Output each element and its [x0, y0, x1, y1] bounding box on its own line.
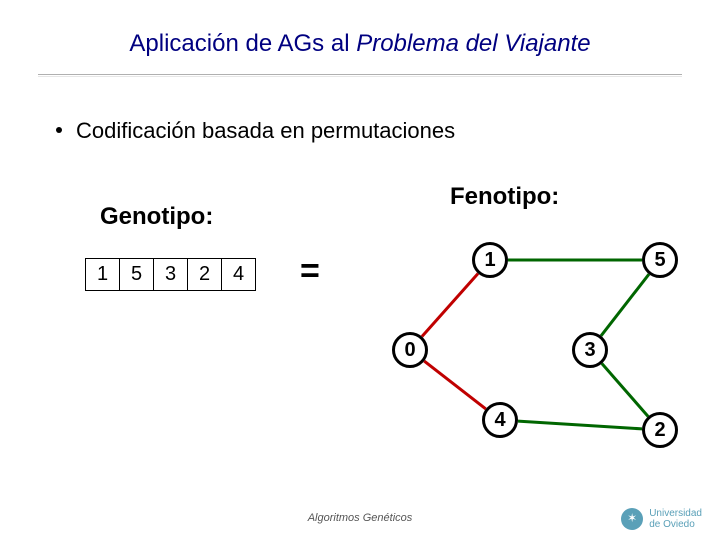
genotype-cell: 2 [188, 259, 222, 291]
graph-edge [602, 364, 648, 417]
slide-title-part2: Problema del Viajante [356, 30, 590, 57]
genotype-cell: 3 [154, 259, 188, 291]
graph-node: 3 [572, 332, 608, 368]
genotype-table: 1 5 3 2 4 [85, 258, 256, 291]
graph-node: 2 [642, 412, 678, 448]
university-line2: de Oviedo [649, 519, 702, 530]
footer-text: Algoritmos Genéticos [0, 512, 720, 524]
label-genotipo: Genotipo: [100, 203, 213, 231]
genotype-cell: 1 [86, 259, 120, 291]
graph-node: 5 [642, 242, 678, 278]
genotype-cell: 5 [120, 259, 154, 291]
label-fenotipo: Fenotipo: [450, 183, 559, 211]
university-logo-icon [621, 508, 643, 530]
graph-node: 4 [482, 402, 518, 438]
slide-title-part1: Aplicación de AGs al [129, 30, 356, 57]
graph-edge [518, 421, 642, 429]
bullet-dot-icon [56, 127, 62, 133]
graph-edge [601, 274, 649, 336]
graph-node: 0 [392, 332, 428, 368]
genotype-cell: 4 [222, 259, 256, 291]
university-name: Universidad de Oviedo [649, 508, 702, 530]
graph-edge [424, 361, 486, 409]
equals-sign: = [300, 252, 320, 291]
bullet-text: Codificación basada en permutaciones [76, 118, 455, 143]
graph-node: 1 [472, 242, 508, 278]
graph-edge [422, 273, 478, 336]
university-line1: Universidad [649, 508, 702, 519]
phenotype-graph: 0 1 5 3 4 2 [360, 220, 700, 480]
university-logo: Universidad de Oviedo [621, 508, 702, 530]
slide-title: Aplicación de AGs al Problema del Viajan… [0, 30, 720, 58]
title-underline [38, 74, 682, 77]
bullet-item: Codificación basada en permutaciones [56, 118, 455, 144]
